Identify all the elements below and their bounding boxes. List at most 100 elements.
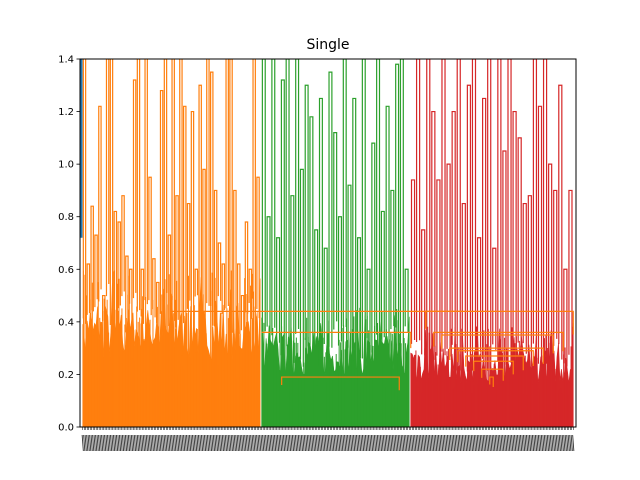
- cluster-link: [482, 97, 487, 359]
- leaf-label-mark: [294, 434, 297, 452]
- leaf-label-mark: [215, 434, 218, 452]
- cluster-link: [113, 210, 118, 326]
- leaf-label-mark: [279, 434, 283, 452]
- leaf-label-mark: [491, 434, 494, 452]
- leaf-label-mark: [454, 434, 457, 452]
- cluster-link: [318, 97, 323, 348]
- cluster-link: [295, 59, 300, 334]
- leaf-label-mark: [306, 434, 309, 452]
- leaf-label-mark: [208, 434, 211, 452]
- leaf-label-mark: [372, 434, 375, 452]
- leaf-label-mark: [250, 434, 253, 452]
- leaf-label-mark: [312, 434, 315, 452]
- leaf-label-mark: [288, 434, 292, 452]
- cluster-link: [347, 184, 352, 349]
- cluster-link: [446, 163, 451, 357]
- cluster-link: [466, 84, 472, 380]
- leaf-label-mark: [409, 434, 412, 452]
- cluster-link: [290, 195, 295, 363]
- leaf-label-mark: [275, 434, 278, 452]
- leaf-label-mark: [551, 434, 554, 452]
- merge-link: [170, 306, 462, 312]
- cluster-link: [152, 258, 156, 318]
- leaf-label-mark: [83, 434, 86, 452]
- leaf-label-mark: [347, 434, 350, 452]
- leaf-label-mark: [475, 434, 478, 452]
- leaf-label-mark: [105, 434, 108, 452]
- leaf-label-mark: [476, 434, 479, 452]
- leaf-label-mark: [361, 434, 365, 452]
- leaf-label-mark: [525, 434, 529, 452]
- leaf-label-mark: [266, 434, 269, 452]
- leaf-label-mark: [490, 434, 493, 452]
- leaf-label-mark: [269, 434, 272, 452]
- leaf-label-mark: [484, 434, 487, 452]
- cluster-link: [512, 110, 517, 372]
- cluster-link: [167, 234, 172, 327]
- leaf-label-mark: [141, 434, 144, 452]
- leaf-label-mark: [230, 434, 233, 452]
- leaf-label-mark: [345, 434, 348, 452]
- plot-frame: [79, 58, 577, 428]
- cluster-link: [415, 59, 421, 342]
- leaf-label-row: [81, 434, 575, 452]
- leaf-label-mark: [287, 434, 290, 452]
- leaf-label-mark: [464, 434, 467, 452]
- leaf-label-mark: [393, 434, 396, 452]
- leaf-label-mark: [500, 434, 503, 452]
- cluster-link: [404, 268, 409, 333]
- leaf-label-mark: [536, 434, 539, 452]
- leaf-label-mark: [379, 434, 382, 452]
- leaf-label-mark: [397, 434, 400, 452]
- leaf-label-mark: [262, 434, 265, 452]
- leaf-label-mark: [300, 434, 303, 452]
- leaf-label-mark: [436, 434, 439, 452]
- leaf-label-mark: [329, 434, 332, 452]
- leaf-label-mark: [396, 434, 399, 452]
- cluster-link: [206, 59, 210, 306]
- leaf-label-mark: [324, 434, 327, 452]
- leaf-label-mark: [451, 434, 454, 452]
- leaf-label-mark: [555, 434, 558, 452]
- leaf-label-mark: [370, 434, 374, 452]
- leaf-label-mark: [256, 434, 259, 452]
- leaf-label-mark: [229, 434, 232, 452]
- leaf-label-mark: [353, 434, 356, 452]
- leaf-label-mark: [344, 434, 347, 452]
- leaf-label-mark: [572, 434, 575, 452]
- leaf-label-mark: [546, 434, 549, 452]
- leaf-label-mark: [193, 434, 196, 452]
- leaf-label-mark: [90, 434, 93, 452]
- cluster-link: [163, 59, 168, 299]
- cluster-link: [136, 59, 141, 312]
- cluster-link: [436, 179, 441, 358]
- leaf-label-mark: [314, 434, 317, 452]
- leaf-label-mark: [133, 434, 136, 452]
- leaf-label-mark: [417, 434, 420, 452]
- leaf-label-mark: [309, 434, 312, 452]
- leaf-label-mark: [244, 434, 247, 452]
- leaf-label-mark: [554, 434, 557, 452]
- leaf-label-mark: [363, 434, 366, 452]
- cluster-link: [213, 189, 218, 327]
- leaf-label-mark: [189, 434, 192, 452]
- leaf-label-mark: [534, 434, 538, 452]
- leaf-label-mark: [390, 434, 393, 452]
- leaf-label-mark: [391, 434, 394, 452]
- leaf-label-mark: [147, 434, 150, 452]
- leaf-label-mark: [496, 434, 499, 452]
- leaf-label-mark: [290, 434, 293, 452]
- leaf-label-mark: [384, 434, 387, 452]
- leaf-label-mark: [497, 434, 500, 452]
- leaf-label-mark: [421, 434, 424, 452]
- leaf-label-mark: [429, 434, 432, 452]
- leaf-label-mark: [95, 434, 98, 452]
- y-tick-label: 0.6: [58, 265, 74, 276]
- cluster-link: [517, 137, 522, 359]
- cluster-link: [202, 168, 206, 335]
- cluster-link: [194, 268, 199, 297]
- cluster-link: [342, 59, 347, 328]
- leaf-label-mark: [435, 434, 438, 452]
- leaf-label-mark: [139, 434, 142, 452]
- cluster-link: [244, 221, 249, 314]
